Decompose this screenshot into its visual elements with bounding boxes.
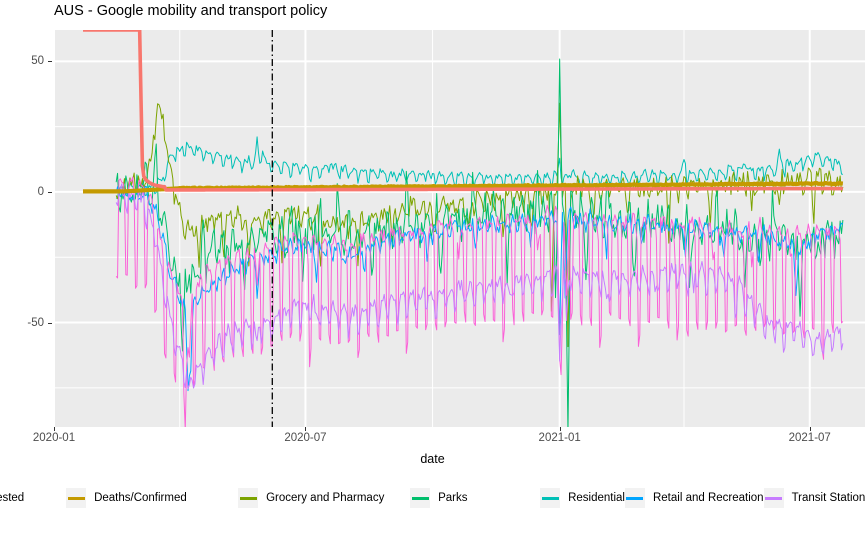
legend-item[interactable]: Deaths/Confirmed (66, 487, 238, 509)
legend-label: Residential (568, 492, 625, 504)
y-tick-mark (48, 61, 52, 63)
legend-color-swatch (765, 496, 783, 500)
x-tick-mark (809, 427, 811, 431)
legend-color-swatch (411, 496, 429, 500)
y-axis: 50 0 -50 (0, 0, 44, 549)
legend-key-icon (66, 488, 87, 508)
legend-color-swatch (626, 496, 644, 500)
x-tick-label: 2020-07 (284, 432, 327, 444)
legend-item[interactable]: Grocery and Pharmacy (238, 487, 410, 509)
legend: Confirmed/Tested Deaths/Confirmed Grocery … (0, 487, 865, 509)
y-tick-label: 0 (37, 185, 44, 198)
legend-color-swatch (239, 496, 257, 500)
y-tick-label: -50 (27, 316, 44, 329)
legend-item[interactable]: Confirmed/Tested (0, 487, 66, 509)
legend-color-swatch (541, 496, 559, 500)
legend-label: Parks (438, 492, 468, 504)
legend-label: Retail and Recreation (652, 492, 764, 504)
y-tick-mark (48, 322, 52, 324)
legend-label: Grocery and Pharmacy (266, 492, 385, 504)
legend-item[interactable]: Transit Stations (763, 487, 865, 509)
legend-color-swatch (67, 496, 85, 500)
legend-item[interactable]: Retail and Recreation (624, 487, 764, 509)
x-tick-label: 2021-01 (538, 432, 581, 444)
legend-item[interactable]: Residential (540, 487, 625, 509)
legend-key-icon (624, 488, 645, 508)
page-title: AUS - Google mobility and transport poli… (54, 3, 328, 19)
legend-key-icon (540, 488, 561, 508)
legend-key-icon (763, 488, 784, 508)
legend-key-icon (410, 488, 431, 508)
x-tick-mark (54, 427, 55, 431)
legend-label: Transit Stations (791, 492, 865, 504)
legend-item[interactable]: Parks (410, 487, 540, 509)
x-tick-label: 2020-01 (32, 432, 76, 444)
x-tick-label: 2021-07 (788, 432, 831, 444)
y-tick-label: 50 (31, 55, 44, 68)
y-tick-mark (48, 191, 52, 193)
x-tick-mark (305, 427, 307, 431)
x-tick-mark (559, 427, 561, 431)
plot-panel (54, 30, 865, 427)
legend-label: Confirmed/Tested (0, 492, 25, 504)
data-series-layer (82, 30, 844, 427)
legend-key-icon (238, 488, 259, 508)
legend-label: Deaths/Confirmed (94, 492, 187, 504)
x-axis-title: date (420, 452, 445, 466)
annotation-layer (271, 30, 273, 427)
